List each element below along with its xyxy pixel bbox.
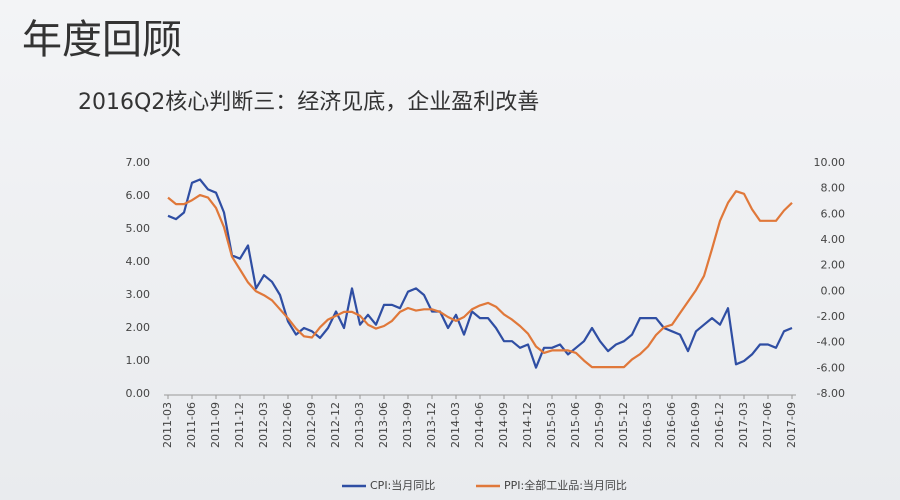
x-tick-label: 2012-12 [329,402,342,448]
y-tick-label: 7.00 [126,156,151,169]
x-tick-label: 2011-12 [233,402,246,448]
y-tick-label: 1.00 [126,354,151,367]
x-tick-label: 2013-03 [353,402,366,448]
x-tick-label: 2014-06 [473,402,486,448]
legend-label: CPI:当月同比 [370,478,435,492]
y2-tick-label: 8.00 [821,182,846,195]
y2-tick-label: 4.00 [821,233,846,246]
y-tick-label: 5.00 [126,222,151,235]
y2-tick-label: -2.00 [817,310,845,323]
x-tick-label: 2011-06 [185,402,198,448]
x-tick-label: 2016-06 [665,402,678,448]
x-tick-label: 2014-12 [521,402,534,448]
x-tick-label: 2017-09 [785,402,798,448]
x-tick-label: 2014-03 [449,402,462,448]
slide-title: 年度回顾 [22,17,182,63]
y2-tick-label: -8.00 [817,387,845,400]
y-tick-label: 4.00 [126,255,151,268]
x-tick-label: 2016-09 [689,402,702,448]
y2-tick-label: 0.00 [821,284,846,297]
x-tick-label: 2013-06 [377,402,390,448]
x-tick-label: 2013-12 [425,402,438,448]
y2-tick-label: -6.00 [817,361,845,374]
x-tick-label: 2015-12 [617,402,630,448]
x-tick-label: 2012-03 [257,402,270,448]
x-tick-label: 2014-09 [497,402,510,448]
y2-tick-label: 10.00 [814,156,846,169]
x-tick-label: 2015-06 [569,402,582,448]
x-tick-label: 2012-09 [305,402,318,448]
y-tick-label: 6.00 [126,189,151,202]
x-tick-label: 2017-06 [761,402,774,448]
series-line [167,178,793,369]
y-tick-label: 2.00 [126,321,151,334]
x-tick-label: 2011-03 [161,402,174,448]
series-line [167,190,793,369]
legend-label: PPI:全部工业品:当月同比 [504,478,627,492]
y2-tick-label: 2.00 [821,259,846,272]
y-tick-label: 0.00 [126,387,151,400]
x-tick-label: 2011-09 [209,402,222,448]
chart-subtitle: 2016Q2核心判断三：经济见底，企业盈利改善 [78,90,539,115]
x-tick-label: 2012-06 [281,402,294,448]
y2-tick-label: 6.00 [821,207,846,220]
x-tick-label: 2015-09 [593,402,606,448]
x-tick-label: 2013-09 [401,402,414,448]
x-tick-label: 2016-03 [641,402,654,448]
x-tick-label: 2016-12 [713,402,726,448]
y2-tick-label: -4.00 [817,336,845,349]
x-tick-label: 2015-03 [545,402,558,448]
x-tick-label: 2017-03 [737,402,750,448]
y-tick-label: 3.00 [126,288,151,301]
